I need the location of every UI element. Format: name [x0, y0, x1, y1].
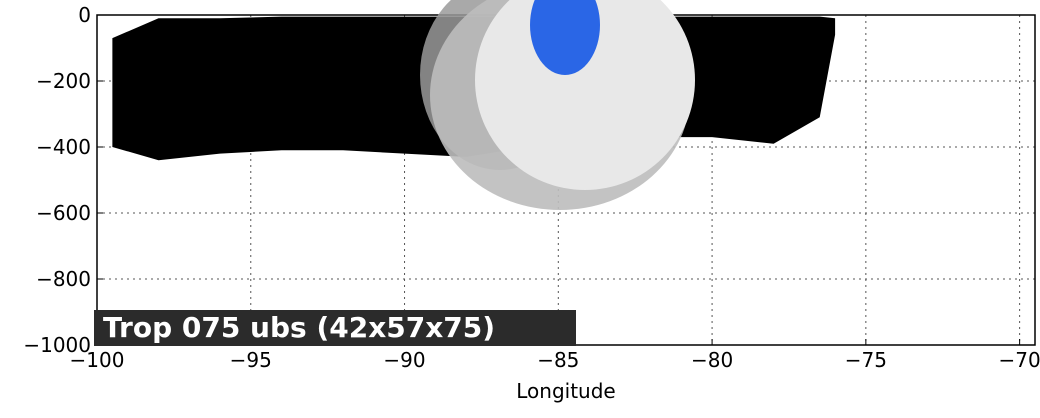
x-tick-label: −95 [230, 348, 272, 372]
x-tick-label: −100 [70, 348, 125, 372]
y-tick-label: −1000 [23, 333, 91, 357]
x-tick-label: −80 [691, 348, 733, 372]
y-tick-label: −400 [36, 135, 91, 159]
y-tick-label: −600 [36, 201, 91, 225]
x-tick-label: −90 [383, 348, 425, 372]
annotation: Trop 075 ubs (42x57x75) [103, 311, 495, 344]
x-tick-label: −75 [845, 348, 887, 372]
x-axis-label: Longitude [516, 379, 615, 403]
app-icon [420, 0, 695, 210]
x-tick-label: −70 [999, 348, 1040, 372]
y-tick-label: 0 [78, 3, 91, 27]
annotation-box [94, 310, 576, 346]
y-tick-label: −800 [36, 267, 91, 291]
y-tick-label: −200 [36, 69, 91, 93]
x-tick-label: −85 [537, 348, 579, 372]
